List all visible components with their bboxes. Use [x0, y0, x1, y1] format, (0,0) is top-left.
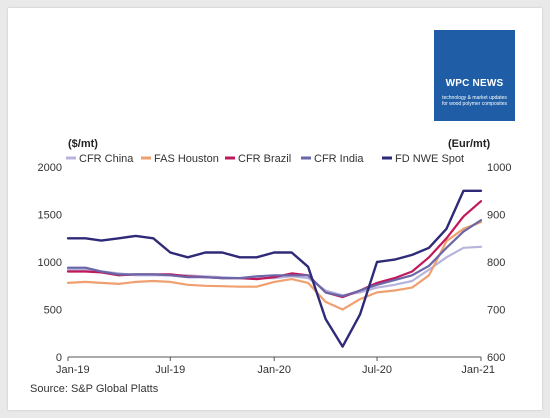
- legend: CFR China FAS Houston CFR Brazil CFR India F…: [66, 153, 464, 165]
- legend-label-fd-nwe-spot: FD NWE Spot: [395, 153, 464, 165]
- right-axis-tick-label: 1000: [487, 162, 511, 174]
- wpc-news-logo: WPC NEWS technology & market updates for…: [434, 30, 515, 121]
- x-axis-tick-label: Jan-21: [461, 364, 495, 376]
- legend-label-cfr-india: CFR India: [314, 153, 364, 165]
- logo-title: WPC NEWS: [445, 78, 504, 89]
- left-axis-tick-label: 0: [56, 352, 62, 364]
- right-axis-tick-label: 600: [487, 352, 505, 364]
- series-line-fas-houston: [66, 221, 483, 311]
- series-line-cfr-india: [66, 219, 483, 298]
- x-axis-tick-label: Jan-19: [56, 364, 90, 376]
- legend-label-cfr-brazil: CFR Brazil: [238, 153, 291, 165]
- right-axis-unit: (Eur/mt): [448, 138, 491, 150]
- logo-tagline-1: technology & market updates: [442, 95, 507, 101]
- left-axis-tick-label: 1500: [38, 210, 62, 222]
- source-note: Source: S&P Global Platts: [30, 383, 159, 395]
- legend-label-cfr-china: CFR China: [79, 153, 134, 165]
- axes-group: 0 500 1000 1500 2000 600 700 800 900 1000 Jan-19 Ju…: [38, 162, 512, 376]
- left-axis-unit: ($/mt): [68, 138, 98, 150]
- series-group: [66, 189, 483, 348]
- logo-tagline-2: for wood polymer composites: [441, 101, 508, 107]
- right-axis-tick-label: 900: [487, 210, 505, 222]
- left-axis-tick-label: 500: [44, 305, 62, 317]
- legend-label-fas-houston: FAS Houston: [154, 153, 219, 165]
- right-axis-tick-label: 800: [487, 257, 505, 269]
- x-axis-tick-label: Jul-19: [155, 364, 185, 376]
- x-axis-tick-label: Jul-20: [362, 364, 392, 376]
- x-axis-tick-label: Jan-20: [257, 364, 291, 376]
- series-line-fd-nwe-spot: [66, 189, 483, 348]
- right-axis-tick-label: 700: [487, 305, 505, 317]
- left-axis-tick-label: 1000: [38, 257, 62, 269]
- left-axis-tick-label: 2000: [38, 162, 62, 174]
